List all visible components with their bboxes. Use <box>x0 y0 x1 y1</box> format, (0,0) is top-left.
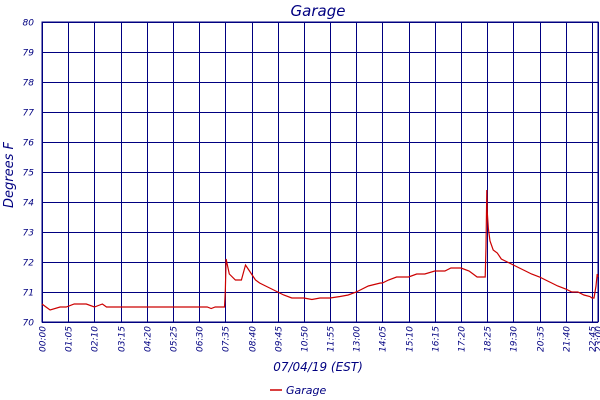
x-tick-label: 09:45 <box>275 326 285 352</box>
x-tick-label: 23:00 <box>595 326 600 352</box>
y-tick-label: 70 <box>23 319 35 329</box>
x-tick-label: 00:00 <box>39 326 49 352</box>
x-tick-labels: 00:00 01:05 02:10 03:15 04:20 05:25 06:30 07:35… <box>39 326 600 352</box>
y-axis-label: Degrees F <box>2 141 17 208</box>
legend-label: Garage <box>286 384 327 397</box>
x-tick-label: 18:25 <box>484 326 494 352</box>
series-line-garage <box>41 189 599 311</box>
x-tick-label: 05:25 <box>170 326 180 352</box>
y-tick-label: 78 <box>23 79 35 89</box>
grid-lines <box>42 22 599 323</box>
chart-title: Garage <box>291 2 346 20</box>
y-tick-label: 71 <box>23 289 34 299</box>
x-tick-label: 15:10 <box>406 326 416 352</box>
x-tick-label: 10:50 <box>301 326 311 352</box>
x-tick-label: 20:35 <box>537 326 547 352</box>
y-tick-label: 76 <box>23 139 35 149</box>
x-tick-label: 13:00 <box>353 326 363 352</box>
y-tick-label: 74 <box>23 199 35 209</box>
x-tick-label: 04:20 <box>144 326 154 352</box>
x-tick-label: 03:15 <box>118 326 128 352</box>
x-tick-label: 17:20 <box>458 326 468 352</box>
x-tick-label: 07:35 <box>222 326 232 352</box>
y-tick-labels: 70 71 72 73 74 75 76 77 78 79 80 <box>23 19 35 329</box>
plot-frame <box>41 21 599 323</box>
x-tick-label: 19:30 <box>510 326 520 352</box>
y-tick-label: 79 <box>23 49 35 59</box>
x-tick-label: 21:40 <box>563 326 573 352</box>
legend: Garage <box>270 384 327 397</box>
x-tick-label: 11:55 <box>327 326 337 352</box>
x-tick-label: 16:15 <box>432 326 442 352</box>
y-tick-label: 80 <box>23 19 35 29</box>
y-tick-label: 72 <box>23 259 35 269</box>
x-tick-label: 06:30 <box>196 326 206 352</box>
series-layer <box>41 189 599 311</box>
x-axis-label: 07/04/19 (EST) <box>273 360 363 374</box>
y-tick-label: 75 <box>23 169 35 179</box>
x-tick-label: 14:05 <box>379 326 389 352</box>
y-tick-label: 73 <box>23 229 35 239</box>
x-tick-label: 02:10 <box>91 326 101 352</box>
y-tick-label: 77 <box>23 109 35 119</box>
x-tick-label: 22:45 <box>589 326 599 352</box>
x-tick-label: 01:05 <box>65 326 75 352</box>
x-tick-label: 08:40 <box>249 326 259 352</box>
